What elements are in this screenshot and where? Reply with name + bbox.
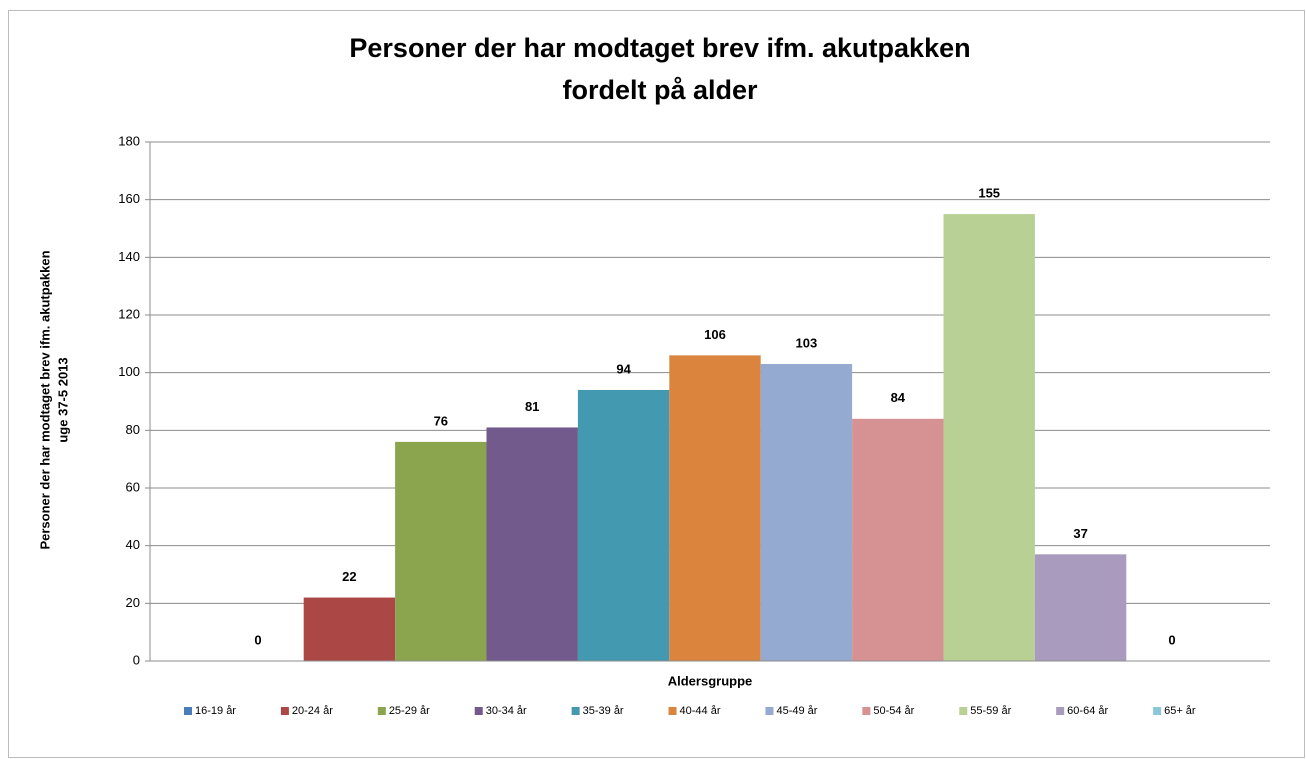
y-axis-label: Personer der har modtaget brev ifm. akut…: [37, 250, 52, 549]
y-tick-label: 140: [118, 249, 140, 264]
legend-swatch: [1153, 707, 1162, 715]
legend-swatch: [1056, 707, 1065, 715]
legend-swatch: [377, 707, 386, 715]
bar: [669, 355, 761, 661]
x-axis-label: Aldersgruppe: [668, 673, 753, 688]
y-tick-label: 20: [126, 595, 140, 610]
bar: [852, 418, 944, 661]
legend-label: 30-34 år: [486, 705, 527, 717]
bar: [1034, 554, 1127, 661]
bar: [303, 597, 396, 661]
data-label: 94: [616, 361, 631, 376]
bar: [943, 214, 1035, 662]
y-tick-label: 60: [126, 479, 140, 494]
y-axis-label: uge 37-5 2013: [55, 357, 70, 442]
legend-label: 45-49 år: [776, 705, 817, 717]
y-tick-label: 40: [126, 537, 140, 552]
bar: [760, 364, 853, 661]
y-tick-label: 80: [126, 422, 140, 437]
legend-label: 40-44 år: [680, 705, 721, 717]
legend-swatch: [862, 707, 871, 715]
data-label: 155: [978, 186, 1000, 201]
bar: [486, 427, 578, 661]
data-label: 106: [704, 327, 726, 342]
legend-label: 20-24 år: [292, 705, 333, 717]
legend-label: 65+ år: [1164, 705, 1196, 717]
chart-title: Personer der har modtaget brev ifm. akut…: [349, 33, 970, 63]
legend-swatch: [280, 707, 289, 715]
legend-label: 50-54 år: [873, 705, 914, 717]
y-tick-label: 180: [118, 133, 140, 148]
data-label: 76: [434, 413, 448, 428]
legend-label: 35-39 år: [583, 705, 624, 717]
chart-title: fordelt på alder: [562, 75, 758, 105]
legend-label: 60-64 år: [1067, 705, 1108, 717]
bar: [577, 389, 670, 661]
legend-swatch: [184, 707, 192, 715]
legend-swatch: [765, 707, 774, 715]
legend-swatch: [571, 707, 580, 715]
data-label: 37: [1073, 526, 1087, 541]
legend-label: 55-59 år: [970, 705, 1011, 717]
y-tick-label: 120: [118, 306, 140, 321]
bar: [395, 441, 487, 661]
legend-label: 16-19 år: [195, 705, 236, 717]
legend-swatch: [959, 707, 968, 715]
data-label: 0: [1168, 632, 1175, 647]
data-label: 84: [891, 390, 906, 405]
y-tick-label: 100: [118, 364, 140, 379]
y-tick-label: 0: [133, 652, 140, 667]
data-label: 22: [342, 569, 356, 584]
data-label: 103: [796, 335, 818, 350]
data-label: 81: [525, 399, 539, 414]
legend-swatch: [668, 707, 677, 715]
data-label: 0: [254, 632, 261, 647]
y-tick-label: 160: [118, 191, 140, 206]
legend-swatch: [474, 707, 483, 715]
legend-label: 25-29 år: [389, 705, 430, 717]
